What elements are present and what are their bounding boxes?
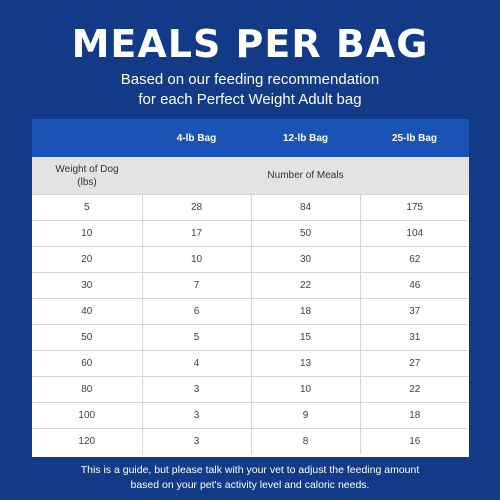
bag-size-header-row: 4-lb Bag 12-lb Bag 25-lb Bag (32, 119, 469, 157)
meals-25lb-cell: 37 (359, 298, 469, 325)
weight-cell: 10 (32, 220, 142, 247)
footnote-line-2: based on your pet's activity level and c… (130, 479, 370, 491)
meals-4lb-cell: 17 (141, 220, 251, 247)
table-row: 20 10 30 62 (32, 246, 469, 273)
meals-table: 4-lb Bag 12-lb Bag 25-lb Bag Weight of D… (32, 119, 469, 457)
weight-cell: 30 (32, 272, 142, 299)
meals-25lb-cell: 104 (359, 220, 469, 247)
meals-25lb-cell: 31 (359, 324, 469, 351)
meals-12lb-cell: 84 (250, 194, 360, 221)
header-25lb-bag: 25-lb Bag (360, 119, 469, 157)
meals-4lb-cell: 3 (141, 428, 251, 454)
table-row: 10 17 50 104 (32, 220, 469, 247)
page-title: MEALS PER BAG (71, 22, 429, 66)
table-row: 80 3 10 22 (32, 376, 469, 403)
subtitle-line-2: for each Perfect Weight Adult bag (138, 91, 362, 108)
meals-12lb-cell: 50 (250, 220, 360, 247)
header-4lb-bag: 4-lb Bag (142, 119, 251, 157)
meals-12lb-cell: 13 (250, 350, 360, 377)
table-row: 120 3 8 16 (32, 428, 469, 454)
header-12lb-bag: 12-lb Bag (251, 119, 360, 157)
header-blank (32, 119, 142, 157)
meals-12lb-cell: 22 (250, 272, 360, 299)
meals-4lb-cell: 3 (141, 402, 251, 429)
subtitle: Based on our feeding recommendation for … (0, 70, 500, 110)
meals-12lb-cell: 15 (250, 324, 360, 351)
weight-cell: 40 (32, 298, 142, 325)
meals-12lb-cell: 9 (250, 402, 360, 429)
weight-cell: 60 (32, 350, 142, 377)
weight-label-line-2: (lbs) (77, 176, 97, 188)
weight-label-line-1: Weight of Dog (55, 163, 119, 175)
table-row: 5 28 84 175 (32, 194, 469, 221)
meals-25lb-cell: 175 (359, 194, 469, 221)
meals-4lb-cell: 4 (141, 350, 251, 377)
meals-4lb-cell: 6 (141, 298, 251, 325)
meals-25lb-cell: 46 (359, 272, 469, 299)
footnote-line-1: This is a guide, but please talk with yo… (80, 464, 420, 476)
weight-cell: 100 (32, 402, 142, 429)
meals-25lb-cell: 18 (359, 402, 469, 429)
weight-cell: 50 (32, 324, 142, 351)
table-row: 50 5 15 31 (32, 324, 469, 351)
footnote: This is a guide, but please talk with yo… (0, 463, 500, 493)
meals-4lb-cell: 10 (141, 246, 251, 273)
table-row: 40 6 18 37 (32, 298, 469, 325)
table-row: 30 7 22 46 (32, 272, 469, 299)
table-row: 100 3 9 18 (32, 402, 469, 429)
meals-4lb-cell: 7 (141, 272, 251, 299)
meals-25lb-cell: 16 (359, 428, 469, 454)
weight-cell: 120 (32, 428, 142, 454)
weight-cell: 5 (32, 194, 142, 221)
meals-4lb-cell: 5 (141, 324, 251, 351)
subtitle-line-1: Based on our feeding recommendation (120, 71, 380, 88)
meals-4lb-cell: 3 (141, 376, 251, 403)
meals-12lb-cell: 18 (250, 298, 360, 325)
meals-25lb-cell: 22 (359, 376, 469, 403)
meals-25lb-cell: 27 (359, 350, 469, 377)
weight-cell: 80 (32, 376, 142, 403)
meals-25lb-cell: 62 (359, 246, 469, 273)
meals-12lb-cell: 10 (250, 376, 360, 403)
weight-of-dog-label: Weight of Dog (lbs) (32, 157, 142, 195)
meals-12lb-cell: 8 (250, 428, 360, 454)
label-row: Weight of Dog (lbs) Number of Meals (32, 157, 469, 195)
table-row: 60 4 13 27 (32, 350, 469, 377)
number-of-meals-label: Number of Meals (142, 157, 469, 195)
meals-12lb-cell: 30 (250, 246, 360, 273)
weight-cell: 20 (32, 246, 142, 273)
meals-4lb-cell: 28 (141, 194, 251, 221)
